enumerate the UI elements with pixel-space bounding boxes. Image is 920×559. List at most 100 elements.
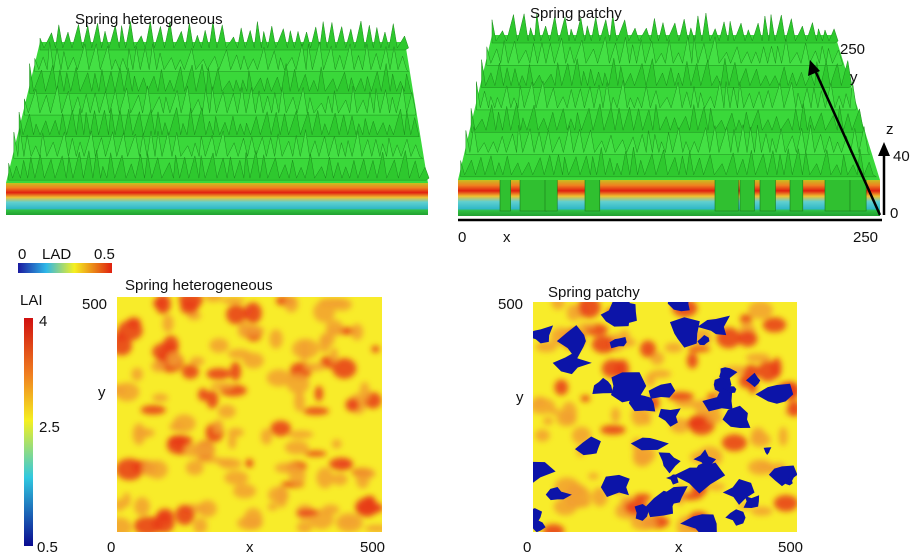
blob: [320, 332, 335, 346]
blob: [686, 417, 706, 429]
tick-label: 500: [778, 539, 803, 556]
axis-label: x: [503, 229, 511, 246]
tick-label: 500: [498, 296, 523, 313]
axis-label: x: [246, 539, 254, 556]
gap: [661, 486, 688, 504]
gap: [552, 353, 592, 375]
blob: [232, 483, 257, 499]
blob: [172, 414, 196, 433]
blob: [274, 462, 299, 474]
blob: [535, 341, 558, 353]
gap: [669, 317, 700, 348]
blob: [674, 399, 701, 408]
gap: [533, 325, 554, 344]
blob: [533, 398, 556, 415]
blob: [194, 441, 215, 459]
blob: [551, 302, 565, 310]
blob: [721, 434, 747, 452]
blob: [266, 369, 292, 387]
blob: [276, 485, 288, 508]
blob: [318, 297, 346, 307]
blob: [687, 345, 711, 353]
blob: [198, 500, 217, 518]
blob: [588, 472, 599, 480]
gap: [725, 509, 746, 526]
blob: [601, 359, 624, 378]
blob: [750, 506, 773, 516]
gap: [763, 447, 772, 455]
blob: [293, 391, 306, 412]
blob: [132, 423, 146, 446]
blob: [156, 508, 174, 523]
blob: [564, 485, 592, 508]
blob: [245, 458, 254, 468]
blob: [260, 428, 273, 445]
blob: [151, 360, 166, 373]
colorbar-label: LAD: [42, 246, 71, 263]
blob: [325, 319, 344, 337]
blob: [633, 493, 652, 502]
blob: [757, 360, 779, 382]
blob: [140, 405, 166, 415]
blobs: [117, 297, 382, 532]
tick-label: 0: [107, 539, 115, 556]
blob: [162, 314, 174, 333]
gap: [713, 377, 732, 393]
blob: [117, 336, 133, 356]
colorbar-min: 0: [18, 246, 26, 263]
blob: [303, 362, 325, 372]
blob: [193, 517, 208, 532]
blob: [650, 351, 665, 365]
canopy-peaks: [18, 107, 420, 138]
blob: [291, 338, 320, 359]
tick-label: 250: [853, 229, 878, 246]
blob: [355, 497, 378, 518]
canopy-peaks: [465, 124, 871, 155]
gap: [719, 367, 738, 383]
blob: [152, 393, 169, 403]
blob: [238, 325, 265, 337]
blob: [331, 473, 348, 486]
blob: [296, 521, 313, 532]
blob: [284, 297, 299, 313]
blob: [591, 335, 616, 354]
blob: [126, 317, 142, 328]
blob: [350, 323, 364, 341]
blob: [328, 457, 354, 471]
blob: [210, 382, 234, 390]
lad-colorbar: [18, 263, 112, 273]
blob: [185, 460, 204, 476]
blob: [364, 524, 382, 532]
blob: [566, 303, 580, 322]
blob: [117, 498, 125, 512]
blob: [331, 439, 342, 449]
gap: [702, 387, 733, 412]
canopy-peaks: [29, 63, 413, 94]
blob: [134, 497, 150, 516]
gap: [658, 452, 681, 474]
blob: [630, 515, 657, 531]
blob: [554, 379, 569, 396]
blob: [664, 342, 683, 353]
blob: [359, 381, 370, 402]
tick-label: 0: [523, 539, 531, 556]
map-title: Spring heterogeneous: [125, 277, 273, 294]
axis-label: z: [886, 121, 894, 138]
blob: [645, 373, 656, 387]
canopy-peaks: [486, 36, 843, 66]
blob: [371, 345, 380, 353]
gap: [592, 377, 613, 394]
blob: [206, 390, 219, 409]
lai-map: [533, 302, 797, 532]
blob: [542, 417, 554, 426]
gap: [755, 383, 794, 404]
tick-label: 0: [890, 205, 898, 222]
view-title: Spring patchy: [530, 5, 622, 22]
blob: [737, 330, 758, 347]
blob: [354, 469, 376, 479]
blob: [117, 517, 132, 532]
gap: [658, 408, 681, 427]
blob: [751, 427, 766, 442]
gap: [574, 436, 601, 456]
